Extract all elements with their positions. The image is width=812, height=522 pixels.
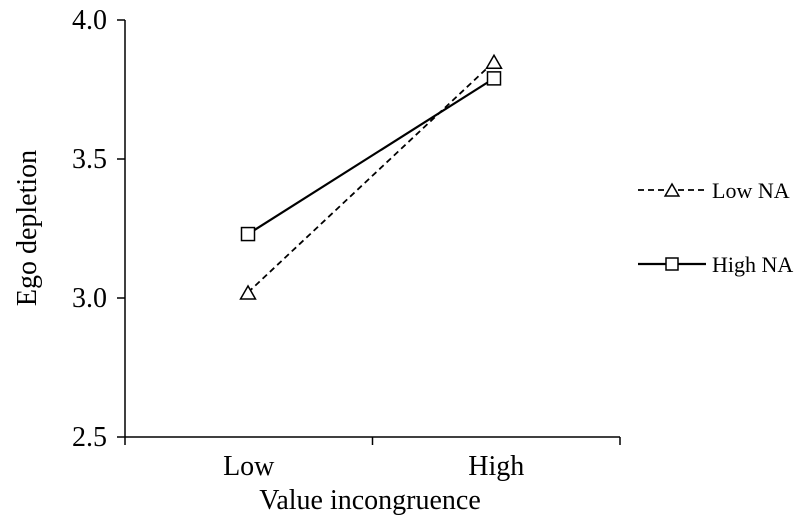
data-point — [486, 71, 502, 86]
x-tick-label: Low — [223, 451, 275, 482]
y-tick-label: 2.5 — [72, 422, 107, 453]
series-layer — [239, 53, 503, 300]
legend-item-high-na: High NA — [638, 252, 793, 277]
legend-label: Low NA — [712, 178, 790, 203]
data-point — [239, 284, 257, 300]
series-low-na — [239, 53, 503, 300]
series-line — [247, 77, 495, 235]
legend: Low NA High NA — [638, 178, 793, 277]
x-axis-label: Value incongruence — [259, 485, 481, 516]
y-tick-label: 4.0 — [72, 5, 107, 36]
data-point — [663, 182, 681, 197]
data-point — [485, 53, 503, 69]
y-axis-label: Ego depletion — [12, 150, 43, 306]
x-tick-label: High — [468, 451, 524, 482]
series-high-na — [240, 71, 502, 242]
data-point — [665, 257, 679, 271]
legend-label: High NA — [712, 252, 793, 277]
y-tick-label: 3.5 — [72, 144, 107, 175]
y-tick-label: 3.0 — [72, 283, 107, 314]
axes-layer: 2.5 3.0 3.5 4.0 Low High — [72, 5, 621, 482]
series-line — [247, 61, 495, 294]
data-point — [240, 226, 256, 242]
legend-item-low-na: Low NA — [638, 178, 790, 203]
